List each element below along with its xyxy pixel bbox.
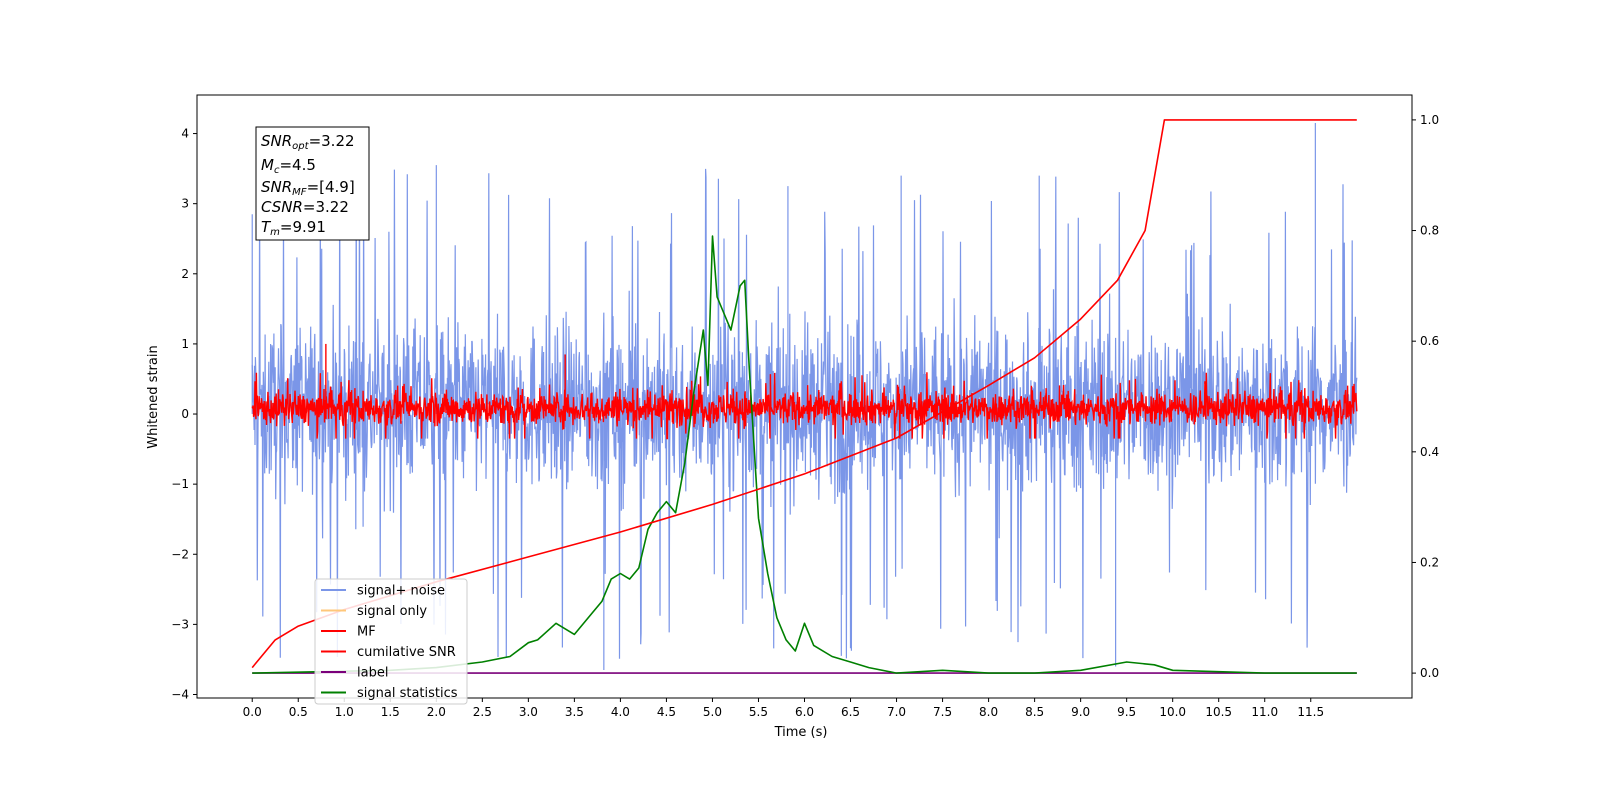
- y-tick-label: −1: [171, 477, 189, 491]
- y2-tick-label: 0.0: [1420, 666, 1439, 680]
- y-tick-label: 3: [181, 197, 189, 211]
- x-axis-title: Time (s): [774, 725, 828, 740]
- legend-label: signal only: [357, 604, 427, 619]
- x-tick-label: 1.5: [381, 705, 400, 719]
- x-tick-label: 6.0: [795, 705, 814, 719]
- legend-label: cumilative SNR: [357, 645, 456, 660]
- y2-tick-label: 0.2: [1420, 555, 1439, 569]
- x-tick-label: 4.5: [657, 705, 676, 719]
- x-tick-label: 9.0: [1071, 705, 1090, 719]
- y-tick-label: 1: [181, 337, 189, 351]
- x-tick-label: 11.5: [1297, 705, 1324, 719]
- x-tick-label: 6.5: [841, 705, 860, 719]
- x-tick-label: 7.0: [887, 705, 906, 719]
- x-tick-label: 2.0: [427, 705, 446, 719]
- mf-layer: [251, 343, 1358, 440]
- y-tick-label: −3: [171, 617, 189, 631]
- y-tick-label: 2: [181, 267, 189, 281]
- y-tick-label: −2: [171, 547, 189, 561]
- x-tick-label: 9.5: [1117, 705, 1136, 719]
- x-tick-label: 7.5: [933, 705, 952, 719]
- x-tick-label: 4.0: [611, 705, 630, 719]
- x-tick-label: 5.0: [703, 705, 722, 719]
- x-tick-label: 10.5: [1205, 705, 1232, 719]
- legend-label: signal statistics: [357, 686, 458, 701]
- y-tick-label: 0: [181, 407, 189, 421]
- series-signal-statistics: [252, 235, 1357, 674]
- x-tick-label: 11.0: [1251, 705, 1278, 719]
- y2-tick-label: 0.8: [1420, 224, 1439, 238]
- y2-tick-label: 0.4: [1420, 445, 1439, 459]
- x-tick-label: 2.5: [473, 705, 492, 719]
- x-tick-label: 8.0: [979, 705, 998, 719]
- y2-tick-label: 0.6: [1420, 334, 1439, 348]
- legend-label: label: [357, 666, 388, 681]
- y2-tick-label: 1.0: [1420, 113, 1439, 127]
- x-tick-label: 8.5: [1025, 705, 1044, 719]
- info-box-frame: [255, 126, 370, 241]
- series-mf: [251, 372, 1358, 440]
- y-axis-right: 0.0 0.2 0.4 0.6 0.8 1.0: [1412, 113, 1439, 680]
- info-snr-opt: SNRopt=3.22: [261, 132, 355, 152]
- info-tm: Tm=9.91: [261, 218, 326, 238]
- info-snr-mf: SNRMF=[4.9]: [261, 178, 355, 198]
- x-tick-label: 0.5: [289, 705, 308, 719]
- x-tick-label: 0.0: [243, 705, 262, 719]
- info-mc: Mc=4.5: [261, 156, 316, 176]
- info-csnr: CSNR=3.22: [261, 198, 349, 216]
- legend-label: signal+ noise: [357, 584, 445, 599]
- x-tick-label: 3.0: [519, 705, 538, 719]
- y-axis-left: −4 −3 −2 −1 0 1 2 3 4: [171, 127, 197, 701]
- y-tick-label: 4: [181, 127, 189, 141]
- x-tick-label: 3.5: [565, 705, 584, 719]
- x-tick-label: 1.0: [335, 705, 354, 719]
- legend-frame: [314, 578, 468, 705]
- y-tick-label: −4: [171, 687, 189, 701]
- legend-label: MF: [357, 625, 376, 640]
- signal-noise-layer: [251, 123, 1358, 670]
- y-axis-title: Whitened strain: [146, 345, 161, 448]
- legend: signal+ noise signal only MF cumilative SNR…: [314, 578, 468, 705]
- info-box: SNRopt=3.22 Mc=4.5 SNRMF=[4.9] CSNR=3.22…: [255, 126, 370, 241]
- x-tick-label: 5.5: [749, 705, 768, 719]
- x-tick-label: 10.0: [1159, 705, 1186, 719]
